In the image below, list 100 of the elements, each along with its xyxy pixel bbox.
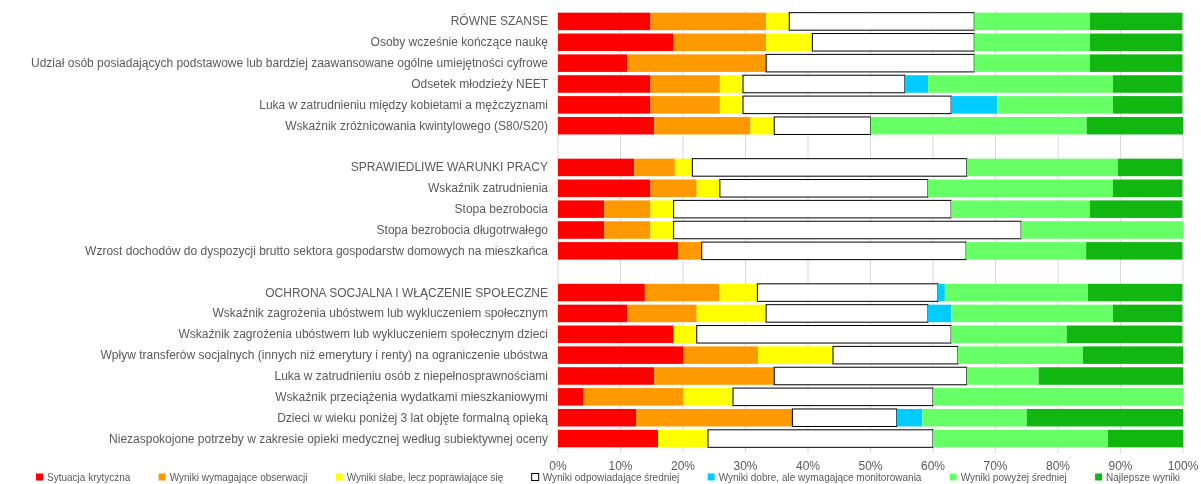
bar [1066, 325, 1183, 344]
bar [1113, 304, 1183, 323]
x-tick-label: 30% [733, 459, 758, 473]
x-tick-label: 10% [608, 459, 633, 473]
bar [558, 33, 674, 52]
bar [788, 12, 975, 31]
bar [933, 388, 1183, 406]
bar [558, 304, 628, 323]
y-tick-label: Stopa bezrobocia [454, 202, 549, 217]
bar [683, 346, 758, 364]
y-tick-label: Udział osób posiadających podstawowe lub bardziej zaawansowane ogólne umiejętności cyfrowe [31, 56, 549, 71]
bar [870, 116, 1087, 135]
legend-label: Sytuacja krytyczna [47, 471, 131, 483]
y-tick-label: Stopa bezrobocia długotrwałego [376, 223, 549, 237]
bar [558, 408, 637, 427]
bar [951, 304, 1113, 323]
bar [1083, 346, 1183, 364]
bar [1086, 242, 1183, 260]
legend-label: Wyniki odpowiadające średniej [542, 471, 680, 483]
bar [1086, 116, 1183, 135]
legend-label: Wyniki wymagające obserwacji [169, 471, 308, 483]
y-tick-label: Wskaźnik zagrożenia ubóstwem lub wykluczeniem społecznym dzieci [178, 327, 548, 342]
bar [673, 33, 767, 52]
bar [742, 95, 952, 115]
y-tick-label: Niezaspokojone potrzeby w zakresie opieki medycznej według subiektywnej oceny [109, 431, 548, 446]
bar [1021, 221, 1183, 239]
x-tick-label: 50% [858, 459, 883, 473]
x-tick-label: 100% [1167, 459, 1199, 473]
bar [583, 388, 683, 406]
y-tick-label: Wskaźnik zagrożenia ubóstwem lub wykluczeniem społecznym [212, 306, 548, 321]
y-tick-label: Odsetek młodzieży NEET [411, 77, 549, 91]
bar [773, 366, 968, 386]
bar [742, 74, 906, 94]
bar [558, 200, 605, 218]
bar [732, 387, 934, 407]
bar [938, 283, 945, 302]
bar [951, 325, 1067, 344]
legend-label: Wyniki powyżej średniej [960, 471, 1067, 483]
bar [1113, 75, 1183, 93]
bar [627, 304, 697, 323]
bar [654, 367, 775, 385]
x-tick-label: 60% [920, 459, 946, 473]
bar [974, 12, 1090, 31]
x-tick-label: 20% [670, 459, 696, 473]
bar [719, 75, 743, 93]
bar [966, 158, 1118, 177]
bar [558, 179, 651, 198]
bar [896, 408, 923, 427]
bar [674, 158, 693, 177]
bar [558, 429, 658, 448]
bar [974, 54, 1090, 72]
x-tick-label: 40% [795, 459, 821, 473]
bar [997, 96, 1113, 114]
bar [719, 179, 929, 198]
bar [604, 221, 651, 239]
bar [558, 75, 651, 93]
bar [756, 283, 939, 302]
bar [832, 345, 959, 365]
bar [766, 33, 813, 52]
y-tick-label: Wpływ transferów socjalnych (innych niż emerytury i renty) na ograniczenie ubóstwa [100, 348, 549, 363]
bar [928, 179, 1113, 198]
bar [1113, 179, 1183, 198]
bar [558, 116, 655, 135]
bar [558, 388, 583, 406]
bar [966, 242, 1087, 260]
y-tick-label: Luka w zatrudnieniu osób z niepełnosprawnościami [274, 369, 548, 383]
bar [558, 12, 651, 31]
bar [558, 221, 605, 239]
y-tick-label: Wskaźnik zatrudnienia [427, 181, 549, 196]
bar [928, 304, 952, 323]
bar [604, 200, 651, 218]
bar [944, 283, 1088, 302]
bar [650, 75, 720, 93]
bar [678, 242, 702, 260]
bar [1108, 429, 1183, 448]
legend-label: Wyniki dobre, ale wymagające monitorowania [718, 471, 922, 483]
x-tick-label: 70% [983, 459, 1008, 473]
bar [558, 54, 628, 72]
bar [650, 179, 697, 198]
bar [811, 33, 975, 52]
bar [636, 408, 793, 427]
y-tick-label: OCHRONA SOCJALNA I WŁĄCZENIE SPOŁECZNE [265, 285, 548, 300]
bar [1089, 200, 1183, 218]
bar [1089, 33, 1183, 52]
bar [773, 116, 871, 135]
bar [650, 96, 720, 114]
bar [673, 325, 697, 344]
bar [696, 325, 952, 344]
bar [696, 179, 720, 198]
bar [701, 241, 967, 261]
bar [922, 408, 1027, 427]
bar [696, 304, 767, 323]
bar [951, 200, 1090, 218]
bar [707, 429, 934, 448]
bar [673, 199, 952, 219]
bar [650, 12, 767, 31]
bar [758, 346, 833, 364]
bar [558, 283, 645, 302]
bar [958, 346, 1083, 364]
x-tick-label: 80% [1045, 459, 1071, 473]
